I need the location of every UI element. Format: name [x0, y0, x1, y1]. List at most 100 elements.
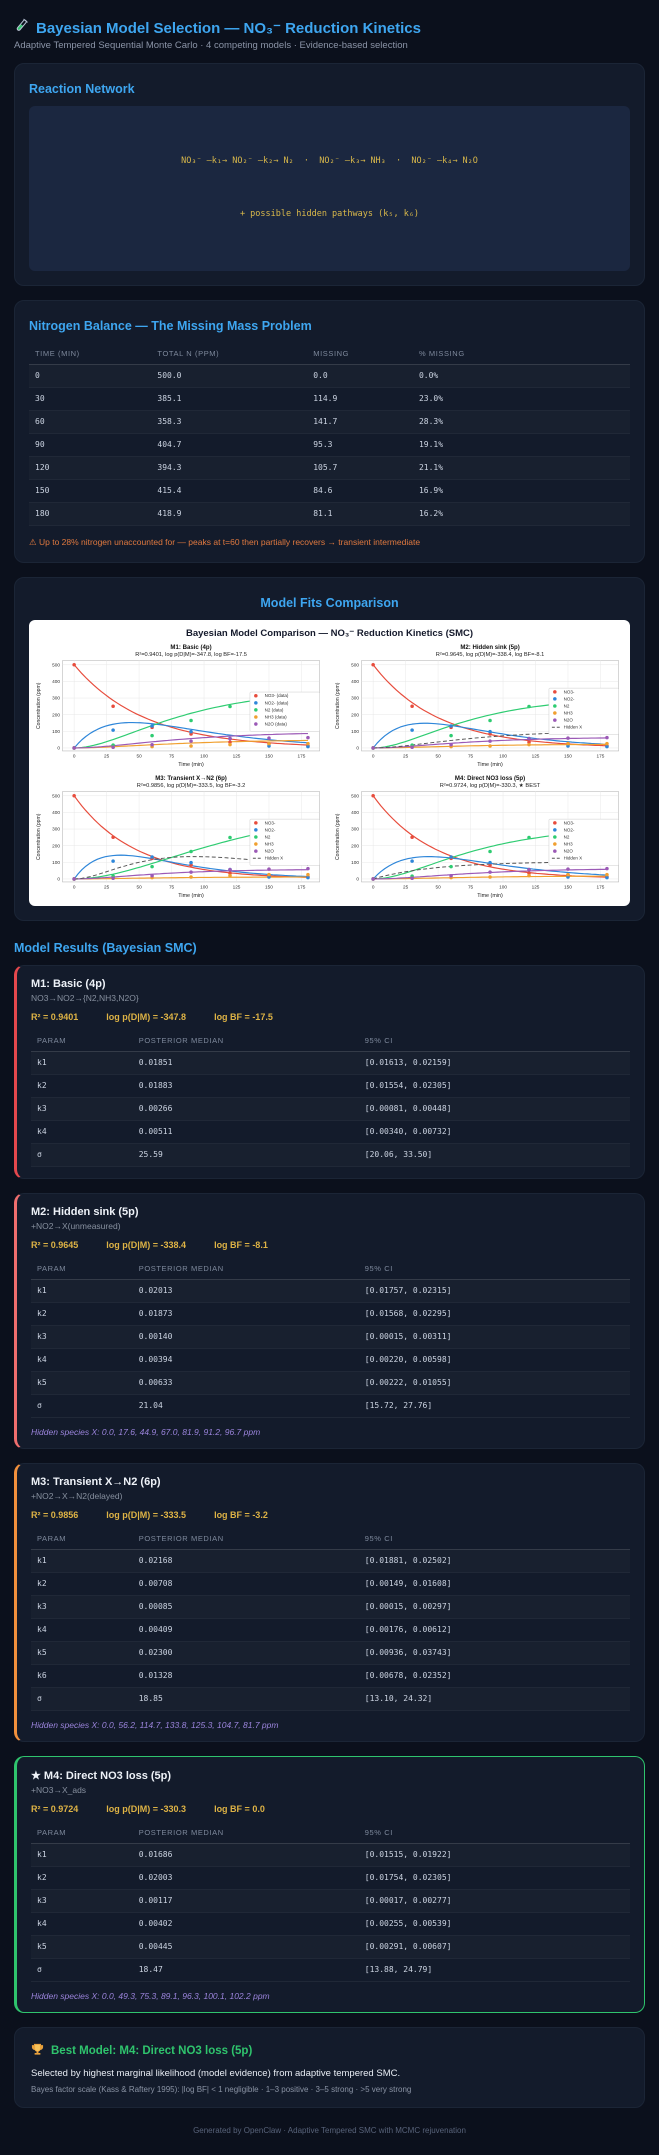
- table-cell: 0.01873: [132, 1302, 359, 1326]
- best-model-card: Best Model: M4: Direct NO3 loss (5p) Sel…: [14, 2026, 645, 2108]
- table-cell: [0.00340, 0.00732]: [358, 1120, 630, 1144]
- column-header: 95% CI: [358, 1527, 630, 1550]
- svg-text:Time (min): Time (min): [477, 762, 503, 768]
- table-cell: 0.00445: [132, 1935, 359, 1959]
- table-cell: [0.00081, 0.00448]: [358, 1097, 630, 1121]
- svg-text:0: 0: [371, 885, 374, 890]
- table-cell: [0.01554, 0.02305]: [358, 1074, 630, 1098]
- table-row: k2 0.00708 [0.00149, 0.01608]: [31, 1572, 630, 1596]
- table-cell: 120: [29, 456, 152, 480]
- table-cell: 0.00394: [132, 1348, 359, 1372]
- svg-text:M4: Direct NO3 loss (5p): M4: Direct NO3 loss (5p): [454, 775, 524, 782]
- svg-text:400: 400: [52, 810, 60, 815]
- table-row: k3 0.00085 [0.00015, 0.00297]: [31, 1595, 630, 1619]
- table-cell: 0.00266: [132, 1097, 359, 1121]
- table-cell: 0.0%: [412, 364, 630, 388]
- model-fits-card: Model Fits Comparison Bayesian Model Com…: [14, 576, 645, 921]
- table-row: k1 0.02013 [0.01757, 0.02315]: [31, 1279, 630, 1303]
- page-title: Bayesian Model Selection — NO₃⁻ Reductio…: [36, 19, 421, 37]
- svg-text:400: 400: [351, 679, 359, 684]
- model-title: M1: Basic (4p): [31, 977, 106, 990]
- stat-log-evidence: log p(D|M) = -330.3: [106, 1803, 187, 1814]
- table-cell: [0.00017, 0.00277]: [358, 1889, 630, 1913]
- svg-text:N2 (data): N2 (data): [265, 707, 284, 712]
- posterior-table: PARAM POSTERIOR MEDIAN 95% CI k1 0.02168 [0.…: [31, 1527, 630, 1711]
- table-header-row: TIME (MIN) TOTAL N (PPM) MISSING% MISSING: [29, 342, 630, 365]
- svg-text:Concentration (ppm): Concentration (ppm): [334, 682, 340, 729]
- table-cell: k1: [31, 1051, 133, 1075]
- table-row: σ 25.59 [20.06, 33.50]: [31, 1143, 630, 1167]
- model-title: M2: Hidden sink (5p): [31, 1205, 139, 1218]
- column-header: TIME (MIN): [29, 342, 152, 365]
- stat-log-evidence: log p(D|M) = -338.4: [106, 1239, 187, 1250]
- posterior-table: PARAM POSTERIOR MEDIAN 95% CI k1 0.02013 [0.…: [31, 1257, 630, 1418]
- table-cell: [0.01613, 0.02159]: [358, 1051, 630, 1075]
- svg-text:300: 300: [351, 827, 359, 832]
- svg-text:NH3: NH3: [265, 842, 274, 847]
- column-header: PARAM: [31, 1821, 133, 1844]
- table-cell: 0.00140: [132, 1325, 359, 1349]
- svg-text:100: 100: [499, 753, 507, 758]
- table-cell: k3: [31, 1595, 133, 1619]
- table-cell: 23.0%: [412, 387, 630, 411]
- svg-text:150: 150: [564, 753, 572, 758]
- column-header: % MISSING: [412, 342, 630, 365]
- table-row: 150 415.4 84.6 16.9%: [29, 479, 630, 503]
- table-cell: [0.00936, 0.03743]: [358, 1641, 630, 1665]
- table-cell: k1: [31, 1549, 133, 1573]
- svg-text:Hidden X: Hidden X: [563, 724, 582, 729]
- svg-text:100: 100: [52, 860, 60, 865]
- model-fits-figure: Bayesian Model Comparison — NO₃⁻ Reducti…: [29, 619, 630, 906]
- svg-text:NO2-: NO2-: [563, 828, 574, 833]
- stat-log-bf: log BF = 0.0: [214, 1803, 265, 1814]
- table-cell: 0.02168: [132, 1549, 359, 1573]
- table-cell: 25.59: [132, 1143, 359, 1167]
- table-row: k2 0.01883 [0.01554, 0.02305]: [31, 1074, 630, 1098]
- svg-text:100: 100: [351, 860, 359, 865]
- svg-text:Concentration (ppm): Concentration (ppm): [36, 814, 42, 861]
- table-cell: k4: [31, 1912, 133, 1936]
- model-stats: R² = 0.9724 log p(D|M) = -330.3 log BF =…: [31, 1804, 630, 1814]
- model-reaction-subtitle: +NO3→X_ads: [31, 1784, 87, 1795]
- svg-text:125: 125: [233, 885, 241, 890]
- table-cell: 415.4: [151, 479, 308, 503]
- table-cell: 180: [29, 502, 152, 526]
- svg-text:25: 25: [402, 753, 408, 758]
- model-reaction-subtitle: NO3→NO2→{N2,NH3,N2O}: [31, 992, 139, 1003]
- table-cell: 21.04: [132, 1394, 359, 1418]
- stat-log-bf: log BF = -3.2: [214, 1509, 268, 1520]
- column-header: POSTERIOR MEDIAN: [132, 1821, 359, 1844]
- table-cell: 0: [29, 364, 152, 388]
- table-cell: σ: [31, 1394, 133, 1418]
- table-cell: 0.02300: [132, 1641, 359, 1665]
- table-cell: 18.47: [132, 1958, 359, 1982]
- reaction-network-heading: Reaction Network: [29, 82, 135, 96]
- best-model-title: Best Model: M4: Direct NO3 loss (5p): [51, 2044, 253, 2057]
- table-cell: 358.3: [151, 410, 308, 434]
- svg-text:175: 175: [596, 885, 604, 890]
- subplot-grid: M1: Basic (4p) R²=0.9401, log p(D|M)=-347…: [33, 640, 626, 902]
- table-cell: [13.10, 24.32]: [358, 1687, 630, 1711]
- svg-text:175: 175: [298, 753, 306, 758]
- table-cell: 404.7: [151, 433, 308, 457]
- svg-text:R²=0.9724, log p(D|M)=-330.3,: R²=0.9724, log p(D|M)=-330.3, ★ BEST: [439, 782, 540, 789]
- svg-text:R²=0.9856, log p(D|M)=-333.5,: R²=0.9856, log p(D|M)=-333.5, log BF=-3.…: [137, 783, 246, 789]
- table-cell: k2: [31, 1572, 133, 1596]
- svg-text:125: 125: [233, 753, 241, 758]
- table-cell: 500.0: [151, 364, 308, 388]
- table-cell: 0.02013: [132, 1279, 359, 1303]
- table-header-row: PARAM POSTERIOR MEDIAN 95% CI: [31, 1029, 630, 1052]
- svg-text:200: 200: [52, 844, 60, 849]
- svg-text:150: 150: [265, 753, 273, 758]
- table-cell: 0.00117: [132, 1889, 359, 1913]
- svg-text:R²=0.9645, log p(D|M)=-338.4,: R²=0.9645, log p(D|M)=-338.4, log BF=-8.…: [435, 652, 544, 658]
- svg-text:0: 0: [57, 745, 60, 750]
- svg-text:500: 500: [52, 794, 60, 799]
- page-header: Bayesian Model Selection — NO₃⁻ Reductio…: [14, 18, 645, 51]
- stat-log-bf: log BF = -17.5: [214, 1011, 273, 1022]
- stat-log-evidence: log p(D|M) = -347.8: [106, 1011, 187, 1022]
- table-cell: [0.00015, 0.00311]: [358, 1325, 630, 1349]
- hidden-species-note: Hidden species X: 0.0, 56.2, 114.7, 133.…: [31, 1719, 279, 1730]
- trophy-icon: [31, 2043, 44, 2059]
